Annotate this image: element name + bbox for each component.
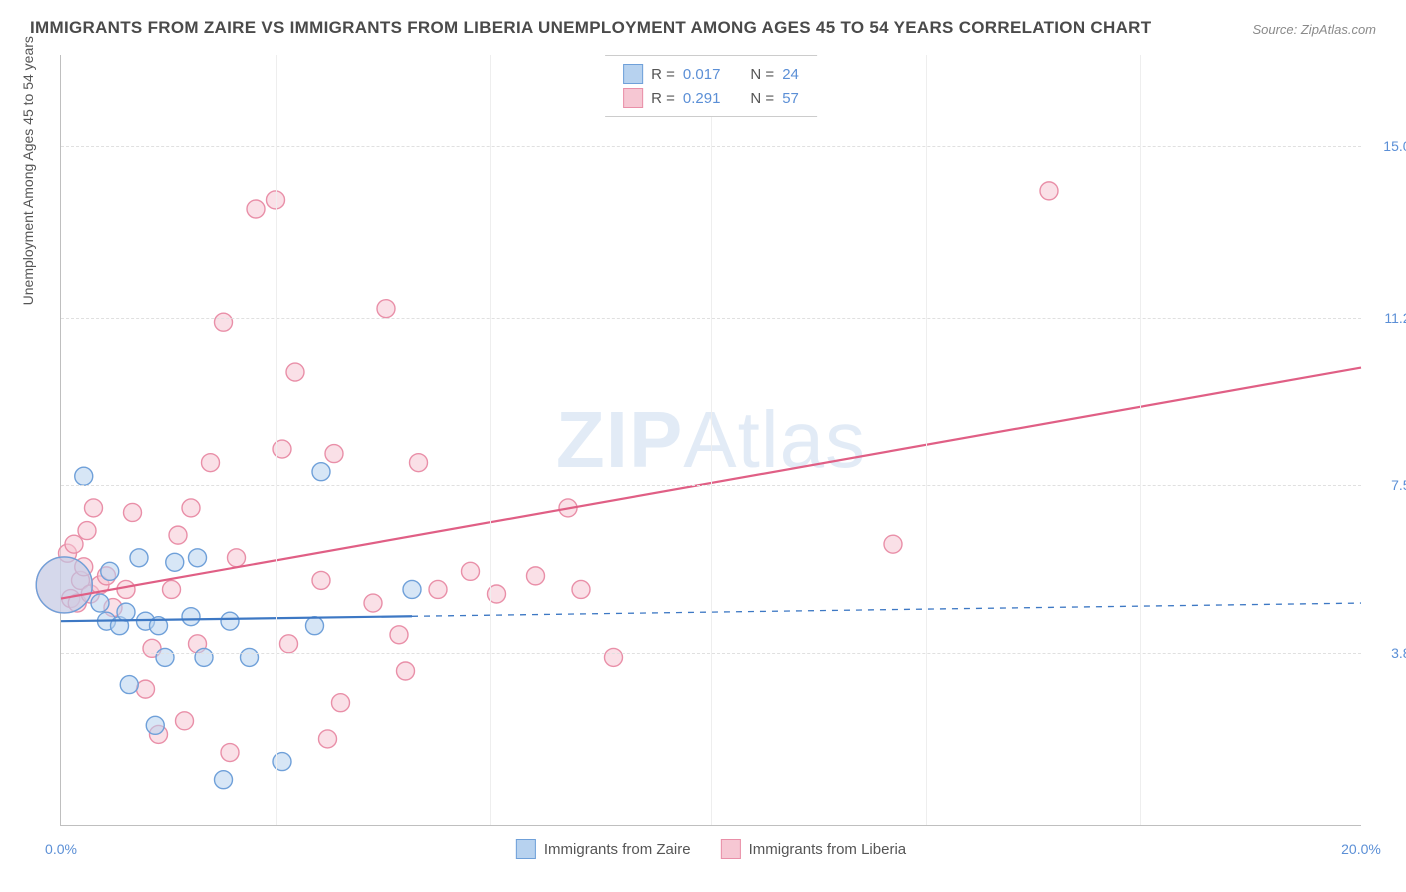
x-tick-label: 20.0%: [1341, 841, 1381, 857]
data-point-zaire: [91, 594, 109, 612]
data-point-zaire: [403, 580, 421, 598]
data-point-zaire: [101, 562, 119, 580]
n-value-zaire: 24: [782, 66, 799, 83]
data-point-liberia: [572, 580, 590, 598]
data-point-liberia: [377, 300, 395, 318]
data-point-liberia: [884, 535, 902, 553]
data-point-liberia: [325, 445, 343, 463]
r-label: R =: [651, 66, 675, 83]
data-point-liberia: [364, 594, 382, 612]
data-point-zaire: [36, 557, 92, 613]
data-point-liberia: [202, 454, 220, 472]
swatch-zaire: [623, 64, 643, 84]
data-point-liberia: [410, 454, 428, 472]
gridline-v: [490, 55, 491, 825]
trendline-zaire-extrap: [412, 603, 1361, 616]
legend-label-zaire: Immigrants from Zaire: [544, 841, 691, 858]
legend-stats: R = 0.017 N = 24 R = 0.291 N = 57: [605, 55, 817, 117]
data-point-liberia: [85, 499, 103, 517]
data-point-liberia: [176, 712, 194, 730]
data-point-liberia: [65, 535, 83, 553]
data-point-liberia: [247, 200, 265, 218]
data-point-liberia: [221, 744, 239, 762]
data-point-liberia: [462, 562, 480, 580]
data-point-liberia: [215, 313, 233, 331]
data-point-liberia: [137, 680, 155, 698]
data-point-zaire: [146, 716, 164, 734]
data-point-liberia: [124, 503, 142, 521]
data-point-liberia: [1040, 182, 1058, 200]
data-point-zaire: [189, 549, 207, 567]
data-point-zaire: [215, 771, 233, 789]
n-label: N =: [750, 90, 774, 107]
data-point-zaire: [195, 648, 213, 666]
y-tick-label: 11.2%: [1384, 310, 1406, 326]
data-point-zaire: [75, 467, 93, 485]
data-point-liberia: [117, 580, 135, 598]
data-point-zaire: [130, 549, 148, 567]
r-value-liberia: 0.291: [683, 90, 721, 107]
data-point-liberia: [228, 549, 246, 567]
data-point-liberia: [527, 567, 545, 585]
data-point-liberia: [163, 580, 181, 598]
data-point-liberia: [280, 635, 298, 653]
y-tick-label: 7.5%: [1391, 477, 1406, 493]
data-point-liberia: [286, 363, 304, 381]
legend-stats-row: R = 0.017 N = 24: [623, 62, 799, 86]
data-point-liberia: [312, 571, 330, 589]
legend-item-liberia: Immigrants from Liberia: [721, 839, 907, 859]
data-point-zaire: [120, 676, 138, 694]
n-value-liberia: 57: [782, 90, 799, 107]
legend-series: Immigrants from Zaire Immigrants from Li…: [516, 839, 906, 859]
data-point-zaire: [312, 463, 330, 481]
data-point-zaire: [166, 553, 184, 571]
data-point-liberia: [182, 499, 200, 517]
y-tick-label: 3.8%: [1391, 645, 1406, 661]
data-point-liberia: [169, 526, 187, 544]
data-point-zaire: [117, 603, 135, 621]
data-point-zaire: [156, 648, 174, 666]
y-axis-label: Unemployment Among Ages 45 to 54 years: [20, 36, 36, 305]
legend-stats-row: R = 0.291 N = 57: [623, 86, 799, 110]
gridline-v: [711, 55, 712, 825]
n-label: N =: [750, 66, 774, 83]
data-point-zaire: [221, 612, 239, 630]
data-point-liberia: [78, 522, 96, 540]
data-point-liberia: [390, 626, 408, 644]
data-point-liberia: [319, 730, 337, 748]
gridline-v: [926, 55, 927, 825]
swatch-liberia: [623, 88, 643, 108]
r-label: R =: [651, 90, 675, 107]
r-value-zaire: 0.017: [683, 66, 721, 83]
data-point-liberia: [429, 580, 447, 598]
data-point-zaire: [241, 648, 259, 666]
swatch-liberia: [721, 839, 741, 859]
x-tick-label: 0.0%: [45, 841, 77, 857]
data-point-zaire: [306, 617, 324, 635]
legend-item-zaire: Immigrants from Zaire: [516, 839, 691, 859]
data-point-liberia: [397, 662, 415, 680]
plot-area: ZIPAtlas R = 0.017 N = 24 R = 0.291 N = …: [60, 55, 1361, 826]
source-credit: Source: ZipAtlas.com: [1252, 22, 1376, 37]
data-point-liberia: [605, 648, 623, 666]
chart-title: IMMIGRANTS FROM ZAIRE VS IMMIGRANTS FROM…: [30, 18, 1151, 38]
data-point-zaire: [182, 608, 200, 626]
gridline-v: [1140, 55, 1141, 825]
gridline-v: [276, 55, 277, 825]
data-point-liberia: [332, 694, 350, 712]
y-tick-label: 15.0%: [1383, 138, 1406, 154]
legend-label-liberia: Immigrants from Liberia: [749, 841, 907, 858]
swatch-zaire: [516, 839, 536, 859]
